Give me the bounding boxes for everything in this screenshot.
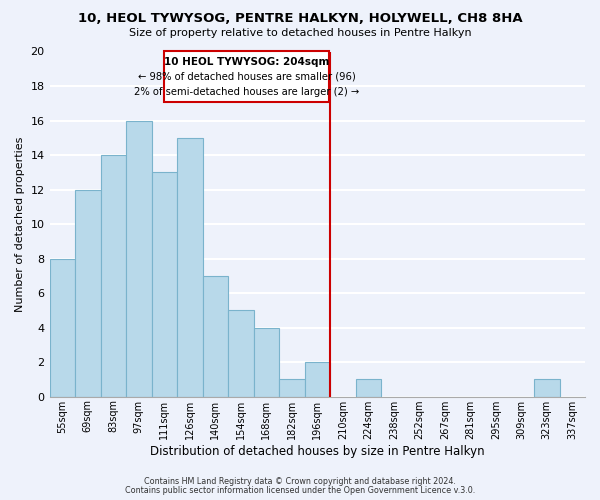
Text: 2% of semi-detached houses are larger (2) →: 2% of semi-detached houses are larger (2…	[134, 87, 359, 97]
Text: ← 98% of detached houses are smaller (96): ← 98% of detached houses are smaller (96…	[137, 72, 355, 82]
Y-axis label: Number of detached properties: Number of detached properties	[15, 136, 25, 312]
Bar	[279, 380, 305, 396]
Bar	[203, 276, 228, 396]
Text: 10 HEOL TYWYSOG: 204sqm: 10 HEOL TYWYSOG: 204sqm	[164, 57, 329, 67]
Text: Size of property relative to detached houses in Pentre Halkyn: Size of property relative to detached ho…	[128, 28, 472, 38]
Bar	[177, 138, 203, 396]
Bar	[305, 362, 330, 396]
Bar	[50, 258, 75, 396]
Text: Contains HM Land Registry data © Crown copyright and database right 2024.: Contains HM Land Registry data © Crown c…	[144, 477, 456, 486]
Bar	[534, 380, 560, 396]
Text: Contains public sector information licensed under the Open Government Licence v.: Contains public sector information licen…	[125, 486, 475, 495]
FancyBboxPatch shape	[164, 52, 329, 102]
Bar	[254, 328, 279, 396]
Bar	[356, 380, 381, 396]
Bar	[228, 310, 254, 396]
Bar	[101, 155, 126, 396]
Bar	[152, 172, 177, 396]
Text: 10, HEOL TYWYSOG, PENTRE HALKYN, HOLYWELL, CH8 8HA: 10, HEOL TYWYSOG, PENTRE HALKYN, HOLYWEL…	[77, 12, 523, 26]
X-axis label: Distribution of detached houses by size in Pentre Halkyn: Distribution of detached houses by size …	[150, 444, 485, 458]
Bar	[126, 120, 152, 396]
Bar	[75, 190, 101, 396]
